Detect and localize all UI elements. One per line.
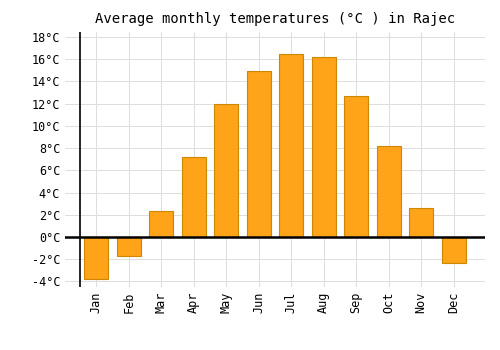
Bar — [279, 54, 303, 237]
Bar — [409, 208, 434, 237]
Bar — [84, 237, 108, 279]
Bar — [182, 157, 206, 237]
Bar — [214, 104, 238, 237]
Title: Average monthly temperatures (°C ) in Rajec: Average monthly temperatures (°C ) in Ra… — [95, 12, 455, 26]
Bar — [116, 237, 141, 256]
Bar — [376, 146, 401, 237]
Bar — [149, 211, 174, 237]
Bar — [344, 96, 368, 237]
Bar — [442, 237, 466, 262]
Bar — [246, 71, 271, 237]
Bar — [312, 57, 336, 237]
